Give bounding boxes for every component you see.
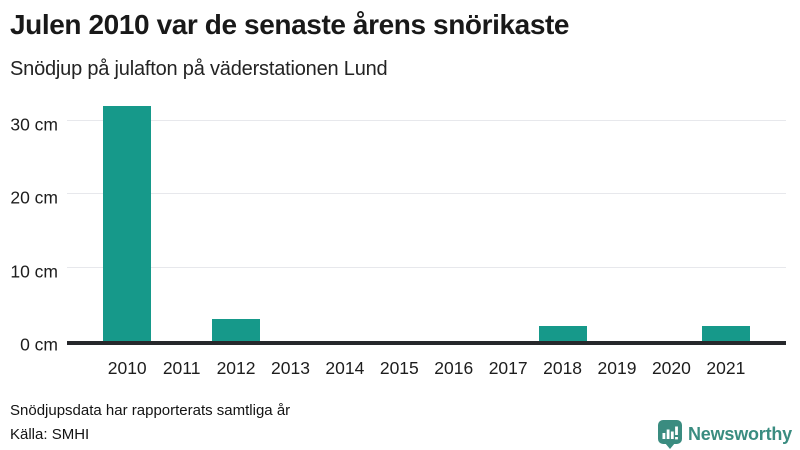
x-tick-label-2019: 2019 [597, 358, 637, 378]
x-tick-label-2016: 2016 [434, 358, 474, 378]
bar-band-2018 [535, 326, 589, 341]
y-tick-label: 20 cm [10, 187, 58, 208]
y-tick-label: 10 cm [10, 261, 58, 282]
newsworthy-logo: Newsworthy [657, 419, 792, 449]
x-tick-label-2010: 2010 [107, 358, 147, 378]
bar-band-2012 [209, 319, 263, 341]
y-axis-labels: 0 cm 10 cm 20 cm 30 cm [0, 103, 58, 355]
newsworthy-wordmark: Newsworthy [687, 423, 792, 444]
bar-2018 [538, 326, 587, 341]
y-tick-label: 30 cm [10, 114, 58, 135]
y-tick-label: 0 cm [20, 334, 58, 355]
x-tick-label-2012: 2012 [216, 358, 256, 378]
chart-source: Källa: SMHI [10, 426, 90, 443]
gridline-20cm [67, 193, 786, 195]
x-tick-label-2015: 2015 [379, 358, 419, 378]
bar-series [67, 103, 786, 341]
x-tick-label-2021: 2021 [706, 358, 746, 378]
bar-2012 [212, 319, 261, 341]
bar-band-2010 [100, 106, 154, 341]
x-tick-label-2017: 2017 [488, 358, 528, 378]
x-tick-label-2011: 2011 [162, 358, 201, 378]
x-tick-label-2014: 2014 [325, 358, 365, 378]
newsworthy-bar-chart-bubble-icon [657, 419, 682, 449]
x-tick-label-2020: 2020 [651, 358, 691, 378]
x-tick-label-2018: 2018 [543, 358, 583, 378]
bar-2010 [103, 106, 152, 341]
chart-title: Julen 2010 var de senaste årens snörikas… [10, 9, 570, 40]
x-tick-label-2013: 2013 [271, 358, 310, 378]
chart-subtitle: Snödjup på julafton på väderstationen Lu… [10, 58, 388, 80]
gridline-30cm [67, 120, 786, 121]
x-axis-labels: 2010 2011 2012 2013 2014 2015 2016 2017 2018 2019… [67, 358, 786, 379]
chart-note: Snödjupsdata har rapporterats samtliga å… [10, 402, 291, 419]
bar-chart-plot-area [67, 103, 786, 345]
bar-band-2021 [699, 326, 753, 341]
bar-2021 [701, 326, 750, 341]
gridline-10cm [67, 266, 786, 268]
